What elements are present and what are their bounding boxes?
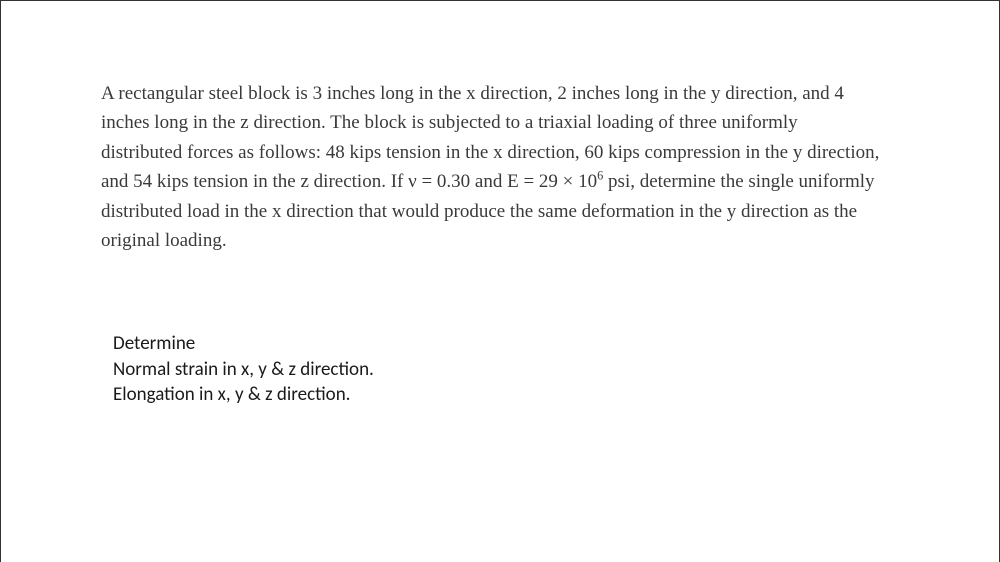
page-container: { "problem": { "text_html": "A rectangul… xyxy=(0,0,1000,562)
task-block: Determine Normal strain in x, y & z dire… xyxy=(113,331,813,408)
task-heading: Determine xyxy=(113,331,813,357)
task-line-strain: Normal strain in x, y & z direction. xyxy=(113,357,813,383)
problem-statement: A rectangular steel block is 3 inches lo… xyxy=(101,79,881,256)
task-line-elongation: Elongation in x, y & z direction. xyxy=(113,382,813,408)
